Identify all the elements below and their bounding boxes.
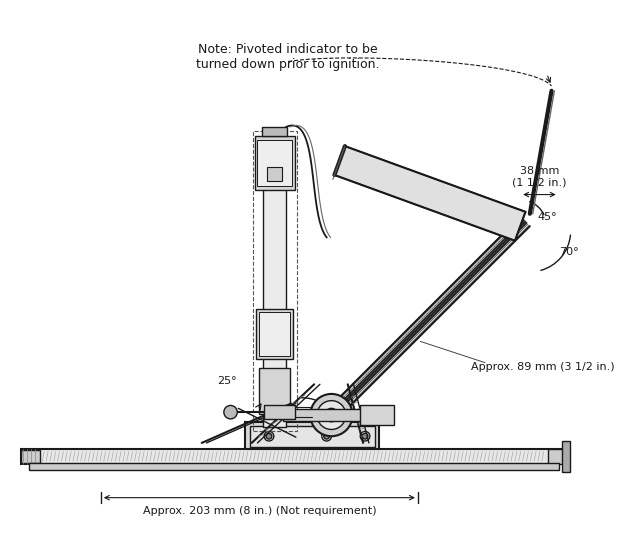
Bar [255,136,295,190]
Text: 38 mm
(1 1/2 in.): 38 mm (1 1/2 in.) [512,166,567,188]
Bar [258,140,292,186]
Bar [263,136,286,427]
Circle shape [310,394,353,436]
Circle shape [324,408,338,422]
Circle shape [362,433,368,439]
Text: 45°: 45° [537,212,557,221]
Bar [262,127,287,137]
Circle shape [224,406,237,419]
Circle shape [322,431,331,441]
Bar [21,450,41,463]
Circle shape [266,433,272,439]
Text: Approx. 203 mm (8 in.) (Not requirement): Approx. 203 mm (8 in.) (Not requirement) [142,507,376,516]
Bar [283,409,379,421]
Circle shape [360,431,370,441]
Bar [245,422,379,449]
Bar [267,167,283,181]
Bar [260,368,290,414]
Text: Approx. 89 mm (3 1/2 in.): Approx. 89 mm (3 1/2 in.) [470,362,614,373]
Text: 25°: 25° [217,376,236,387]
Bar [360,406,394,424]
Bar [21,449,567,464]
Bar [250,426,374,447]
Circle shape [317,401,346,429]
Text: 70°: 70° [558,247,578,257]
Polygon shape [334,146,525,241]
Bar [548,449,567,464]
Bar [256,309,293,359]
Circle shape [324,433,329,439]
Bar [29,463,559,470]
Circle shape [264,431,274,441]
Bar [253,131,297,431]
Bar [260,312,290,356]
Text: Note: Pivoted indicator to be
turned down prior to ignition.: Note: Pivoted indicator to be turned dow… [197,43,380,71]
Bar [562,441,570,472]
Bar [264,406,295,419]
